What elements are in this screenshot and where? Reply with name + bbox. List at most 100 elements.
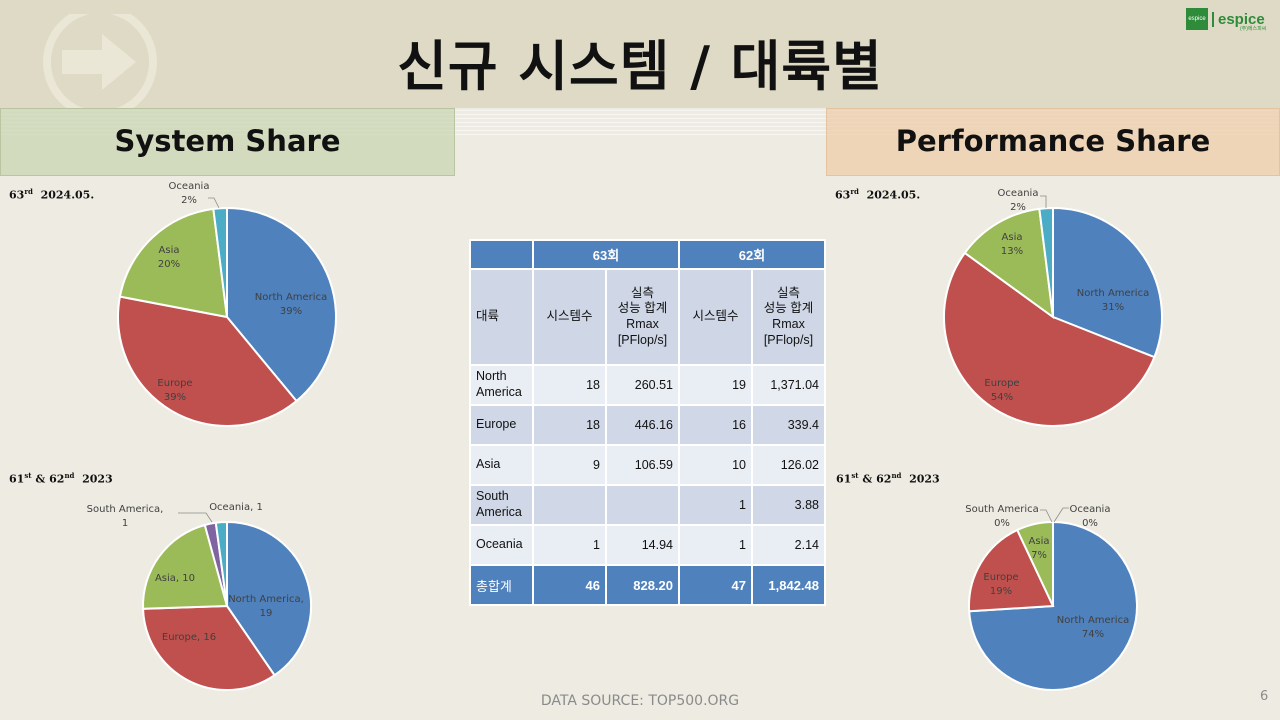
table-total-row: 총합계 46 828.20 47 1,842.48 <box>469 564 826 606</box>
row-systems-63: 18 <box>532 404 607 446</box>
row-systems-63: 9 <box>532 444 607 486</box>
pie-slice-europe <box>968 528 1055 613</box>
pie-slice-oceania <box>212 206 228 318</box>
row-systems-63: 1 <box>532 524 607 566</box>
row-perf-62: 2.14 <box>751 524 826 566</box>
pie-slice-oceania <box>214 520 228 607</box>
col-header-region: 대륙 <box>469 268 534 366</box>
row-perf-63: 260.51 <box>605 364 680 406</box>
page-title: 신규 시스템 / 대륙별 <box>397 35 883 98</box>
row-region: North America <box>469 364 534 406</box>
pie-slice-asia <box>963 207 1055 320</box>
total-label: 총합계 <box>469 564 534 606</box>
pie-data-label-asia: Asia 7% <box>1029 536 1050 561</box>
table-row: Asia 9 106.59 10 126.02 <box>469 444 826 486</box>
region-summary-table: 63회 62회 대륙 시스템수 실측 성능 합계 Rmax [PFlop/s] 시스템… <box>469 239 826 606</box>
leader-line <box>208 197 220 209</box>
table-row: South America 1 3.88 <box>469 484 826 526</box>
leader-line <box>178 512 213 523</box>
pie-data-label-asia: Asia 20% <box>158 245 180 270</box>
pie-data-label-north-america: North America 39% <box>255 292 327 317</box>
leader-line <box>1040 509 1053 523</box>
row-systems-62: 19 <box>678 364 753 406</box>
pie-slice-north-america <box>1052 206 1163 359</box>
table-group-header-row: 63회 62회 <box>469 239 826 270</box>
pie-data-label-asia: Asia, 10 <box>155 573 195 584</box>
table-column-header-row: 대륙 시스템수 실측 성능 합계 Rmax [PFlop/s] 시스템수 실측 성능 합… <box>469 268 826 366</box>
system-share-title: System Share <box>114 124 341 158</box>
row-perf-62: 339.4 <box>751 404 826 446</box>
period-label-right-bottom: 61st & 62nd 2023 <box>836 471 940 486</box>
row-region: Europe <box>469 404 534 446</box>
table-row: North America 18 260.51 19 1,371.04 <box>469 364 826 406</box>
table-row: Oceania 1 14.94 1 2.14 <box>469 524 826 566</box>
col-header-perf-62: 실측 성능 합계 Rmax [PFlop/s] <box>751 268 826 366</box>
group-header-62: 62회 <box>678 239 826 270</box>
group-header-blank <box>469 239 534 270</box>
pie-data-label-europe: Europe 39% <box>157 378 192 403</box>
row-perf-63 <box>605 484 680 526</box>
pie-data-label-europe: Europe, 16 <box>162 632 216 643</box>
pie-data-label-north-america: North America, 19 <box>228 594 304 619</box>
row-perf-63: 106.59 <box>605 444 680 486</box>
pie-data-label-europe: Europe 54% <box>984 378 1019 403</box>
pie-data-label-north-america: North America 31% <box>1077 288 1149 313</box>
total-systems-62: 47 <box>678 564 753 606</box>
logo-text: espice <box>1212 11 1265 27</box>
pie-slice-asia <box>142 523 229 610</box>
total-perf-63: 828.20 <box>605 564 680 606</box>
row-region: South America <box>469 484 534 526</box>
pie-slice-asia <box>1015 520 1054 607</box>
logo-subtext: (주)에스피씨 <box>1240 26 1267 32</box>
row-region: Oceania <box>469 524 534 566</box>
pie-slice-europe <box>943 251 1156 427</box>
pie-data-label-north-america: North America 74% <box>1057 615 1129 640</box>
pie-data-label-oceania: Oceania, 1 <box>209 502 263 513</box>
row-systems-62: 1 <box>678 484 753 526</box>
row-perf-62: 126.02 <box>751 444 826 486</box>
arrow-circle-icon <box>43 14 157 110</box>
period-label-left-bottom: 61st & 62nd 2023 <box>9 471 113 486</box>
pie-data-label-oceania: Oceania 2% <box>998 188 1039 213</box>
pie-slice-north-america <box>226 520 312 677</box>
pie-data-label-south-america: South America 0% <box>965 504 1039 529</box>
row-systems-63 <box>532 484 607 526</box>
group-header-63: 63회 <box>532 239 680 270</box>
row-systems-62: 16 <box>678 404 753 446</box>
total-perf-62: 1,842.48 <box>751 564 826 606</box>
performance-share-title: Performance Share <box>895 124 1211 158</box>
row-perf-62: 1,371.04 <box>751 364 826 406</box>
col-header-systems-62: 시스템수 <box>678 268 753 366</box>
pie-slice-europe <box>142 604 276 691</box>
col-header-systems-63: 시스템수 <box>532 268 607 366</box>
row-perf-63: 446.16 <box>605 404 680 446</box>
leader-line <box>1053 507 1069 523</box>
row-systems-63: 18 <box>532 364 607 406</box>
system-share-header-box <box>0 108 455 176</box>
row-systems-62: 1 <box>678 524 753 566</box>
row-perf-63: 14.94 <box>605 524 680 566</box>
pie-slice-oceania <box>1038 206 1054 318</box>
row-region: Asia <box>469 444 534 486</box>
total-systems-63: 46 <box>532 564 607 606</box>
title-band <box>0 0 1280 108</box>
table-row: Europe 18 446.16 16 339.4 <box>469 404 826 446</box>
logo-mark: espice <box>1186 8 1208 30</box>
row-perf-62: 3.88 <box>751 484 826 526</box>
leader-line <box>1040 195 1047 208</box>
pie-slice-europe <box>117 295 298 427</box>
data-source-caption: DATA SOURCE: TOP500.ORG <box>540 693 740 709</box>
pie-data-label-south-america: South America, 1 <box>87 504 164 529</box>
pie-data-label-asia: Asia 13% <box>1001 232 1023 257</box>
period-label-left-top: 63rd 2024.05. <box>9 187 95 202</box>
col-header-perf-63: 실측 성능 합계 Rmax [PFlop/s] <box>605 268 680 366</box>
period-label-right-top: 63rd 2024.05. <box>835 187 921 202</box>
espice-logo: espice espice <box>1186 8 1265 30</box>
pie-data-label-europe: Europe 19% <box>983 572 1018 597</box>
pie-data-label-oceania: Oceania 0% <box>1070 504 1111 529</box>
pie-slice-north-america <box>226 206 337 403</box>
